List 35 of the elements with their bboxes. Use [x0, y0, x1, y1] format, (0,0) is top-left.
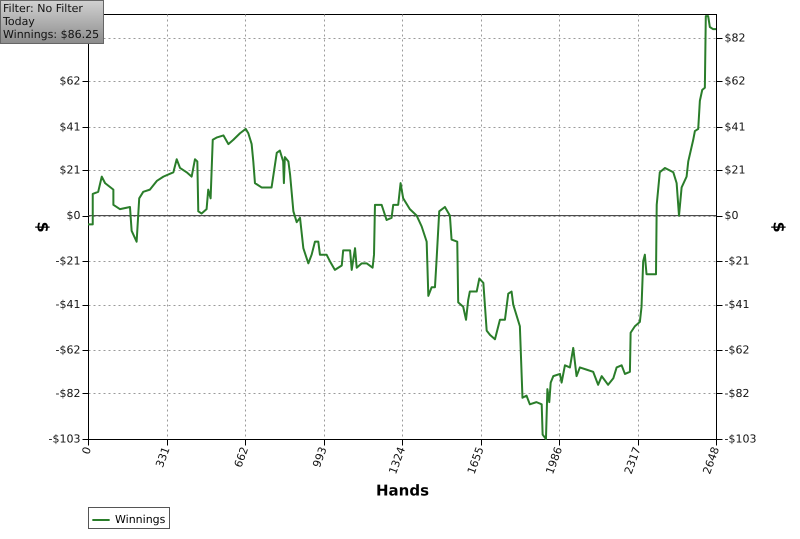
- y2-tick-label: $62: [724, 74, 746, 88]
- y-tick-label: $62: [60, 74, 80, 88]
- y-axis-title: $: [34, 221, 53, 233]
- x-axis-title: Hands: [376, 482, 430, 500]
- annotation: Winnings: $86.25: [3, 28, 100, 41]
- y-tick-label: $41: [60, 120, 80, 134]
- x-tick-label: 1655: [464, 445, 487, 476]
- y-tick-label: -$41: [56, 298, 80, 312]
- legend-label: Winnings: [115, 513, 166, 526]
- y-tick-label: -$103: [48, 432, 80, 446]
- x-tick-label: 662: [232, 445, 252, 470]
- x-tick-label: 0: [80, 445, 94, 456]
- x-tick-label: 993: [310, 445, 330, 470]
- y2-tick-label: $82: [724, 31, 746, 44]
- text: Today: [3, 15, 36, 28]
- y-tick-label: -$62: [56, 344, 80, 357]
- y2-tick-label: $21: [724, 164, 746, 177]
- y-tick-label: $21: [60, 164, 80, 177]
- y2-tick-label: -$103: [724, 432, 756, 446]
- x-tick-label: 331: [153, 445, 173, 470]
- x-tick-label: 2648: [700, 445, 722, 476]
- y2-tick-label: -$62: [724, 344, 750, 357]
- y2-tick-label: $41: [724, 120, 746, 134]
- y2-tick-label: -$21: [724, 254, 750, 268]
- text: Filter: No Filter: [3, 2, 84, 15]
- y2-tick-label: -$82: [724, 386, 750, 400]
- x-tick-label: 2317: [622, 445, 644, 476]
- y2-tick-label: -$41: [724, 298, 750, 312]
- y2-tick-label: $0: [724, 209, 738, 222]
- x-tick-label: 1986: [543, 445, 566, 476]
- x-tick-label: 1324: [386, 445, 408, 476]
- y-tick-label: -$21: [56, 254, 80, 268]
- y-tick-label: -$82: [56, 386, 80, 400]
- y-tick-label: $0: [66, 209, 80, 222]
- y2-axis-title: $: [769, 221, 788, 233]
